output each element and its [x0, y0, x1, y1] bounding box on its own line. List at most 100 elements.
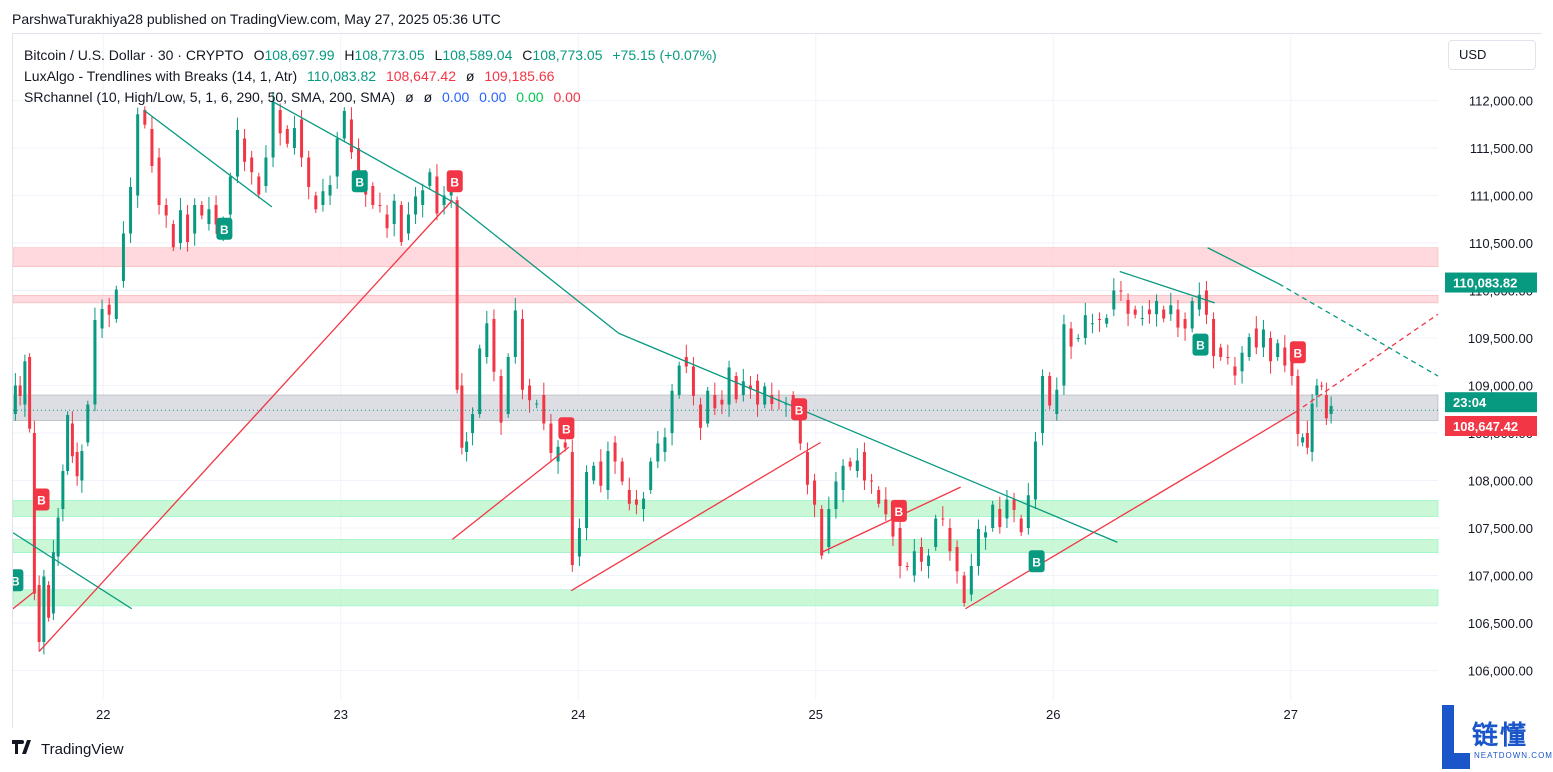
candle-body: [392, 200, 396, 224]
candle-body: [61, 471, 65, 509]
price-tag-2: 108,647.42: [1453, 419, 1518, 434]
y-tick-label-5: 109,500.00: [1468, 331, 1533, 346]
candle-body: [798, 414, 802, 444]
break-label-bg-2: [216, 217, 233, 240]
candle-body: [770, 395, 774, 405]
symbol-name[interactable]: Bitcoin / U.S. Dollar · 30 · CRYPTO: [24, 47, 244, 63]
x-tick-label-3: 25: [809, 707, 823, 722]
tradingview-brand[interactable]: TradingView: [12, 740, 124, 758]
price-chart[interactable]: B B B B B B B B B B B 112,000.00 111,500.00 111,000.0…: [13, 34, 1543, 729]
candle-body: [713, 395, 717, 409]
indicator2-value3: 0.00: [516, 89, 544, 105]
candle-body: [706, 390, 710, 424]
candle-body: [56, 517, 60, 557]
candle-body: [663, 437, 667, 452]
candle-body: [599, 461, 603, 486]
close-value: 108,773.05: [532, 47, 603, 63]
publisher-line: ParshwaTurakhiya28 published on TradingV…: [12, 11, 501, 27]
candle-body: [820, 509, 824, 556]
candle-body: [1005, 499, 1009, 519]
indicator2-value4: 0.00: [553, 89, 581, 105]
indicator2-value2: 0.00: [479, 89, 507, 105]
candle-body: [1119, 290, 1123, 292]
x-tick-label-0: 22: [96, 707, 110, 722]
candle-body: [1147, 309, 1151, 315]
candle-body: [1310, 403, 1314, 452]
candle-body: [1140, 318, 1144, 320]
watermark-logo-icon: [1442, 705, 1470, 769]
candle-body: [1204, 290, 1208, 315]
candle-body: [1162, 309, 1166, 319]
candle-body: [634, 499, 638, 505]
candle-body: [1112, 290, 1116, 310]
time-axis-bg: [13, 699, 1443, 729]
candle-body: [1301, 437, 1305, 443]
candle-body: [485, 323, 489, 357]
candle-body: [898, 528, 902, 566]
candle-body: [235, 129, 239, 177]
candle-body: [292, 128, 296, 148]
candle-body: [1197, 294, 1201, 310]
candle-body: [129, 186, 133, 234]
candle-body: [1090, 323, 1094, 325]
candle-body: [1169, 305, 1173, 315]
candle-body: [136, 114, 140, 196]
candle-body: [1219, 347, 1223, 357]
candle-body: [1055, 389, 1059, 414]
candle-body: [257, 176, 261, 195]
site-watermark: 链懂 NEATDOWN.COM: [1438, 703, 1552, 769]
candle-body: [214, 205, 218, 225]
candle-body: [107, 304, 111, 315]
candle-body: [23, 361, 27, 405]
candle-body: [805, 452, 809, 485]
price-tag-bg-0: [1445, 272, 1537, 293]
break-label-bg-4: [446, 170, 463, 193]
candle-body: [969, 566, 973, 595]
candle-body: [1240, 352, 1244, 372]
candle-body: [328, 185, 332, 196]
candle-body: [193, 205, 197, 234]
candle-body: [93, 319, 97, 405]
x-tick-label-4: 26: [1046, 707, 1060, 722]
candle-body: [157, 157, 161, 205]
candle-body: [428, 172, 432, 186]
candle-body: [75, 452, 79, 477]
break-label-bg-10: [1289, 341, 1306, 364]
chart-legend: Bitcoin / U.S. Dollar · 30 · CRYPTO O108…: [24, 45, 717, 108]
break-label-bg-6: [791, 398, 808, 421]
candle-body: [884, 499, 888, 515]
sr-zone-support-4: [13, 539, 1439, 553]
y-tick-label-11: 106,500.00: [1468, 616, 1533, 631]
candle-body: [642, 498, 646, 509]
candle-body: [627, 490, 631, 504]
candle-body: [941, 518, 945, 520]
candle-body: [18, 385, 22, 396]
candle-body: [919, 547, 923, 562]
candle-body: [1276, 343, 1280, 357]
chart-frame[interactable]: B B B B B B B B B B B 112,000.00 111,500.00 111,000.0…: [12, 33, 1543, 729]
tradingview-label: TradingView: [41, 740, 124, 758]
candle-body: [656, 443, 660, 462]
indicator1-name[interactable]: LuxAlgo - Trendlines with Breaks (14, 1,…: [24, 68, 298, 84]
candle-body: [1069, 328, 1073, 347]
indicator2-name[interactable]: SRchannel (10, High/Low, 5, 1, 6, 290, 5…: [24, 89, 396, 105]
candle-body: [1296, 376, 1300, 434]
currency-selector[interactable]: USD: [1448, 40, 1536, 70]
sr-zone-support-3: [13, 500, 1439, 517]
candle-body: [1283, 347, 1287, 366]
candle-body: [271, 101, 275, 158]
trendline-down-1: [273, 101, 456, 204]
low-value: 108,589.04: [442, 47, 513, 63]
candle-body: [186, 214, 190, 243]
candle-body: [455, 200, 459, 390]
y-tick-label-9: 107,500.00: [1468, 521, 1533, 536]
break-label-6: B: [795, 403, 804, 417]
indicator2-value1: 0.00: [442, 89, 470, 105]
candle-body: [763, 386, 767, 405]
candle-body: [563, 442, 567, 448]
candle-body: [955, 547, 959, 572]
candle-body: [556, 446, 560, 462]
x-tick-label-1: 23: [334, 707, 348, 722]
candle-body: [51, 552, 55, 614]
candle-body: [1176, 309, 1180, 328]
